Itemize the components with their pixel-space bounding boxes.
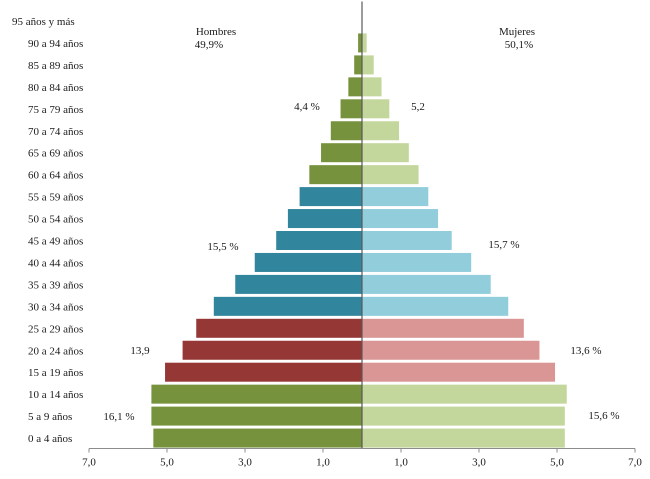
x-tick-label: 7,0 xyxy=(628,457,642,469)
y-tick-label: 55 a 59 años xyxy=(28,192,83,204)
group-label-mujeres: 13,6 % xyxy=(570,345,601,357)
bar-mujeres xyxy=(362,362,556,382)
y-tick-labels: 95 años y más 90 a 94 años 85 a 89 años 80 … xyxy=(12,16,83,445)
series-share-hombres: 49,9% xyxy=(195,39,223,51)
y-tick-label: 10 a 14 años xyxy=(28,389,83,401)
bar-hombres xyxy=(213,296,362,316)
bar-mujeres xyxy=(362,165,419,185)
bar-mujeres xyxy=(362,231,452,250)
bars-layer xyxy=(151,33,567,448)
y-tick-label: 95 años y más xyxy=(12,16,75,28)
group-label-mujeres: 15,7 % xyxy=(488,239,519,251)
bar-hombres xyxy=(254,252,362,272)
bar-hombres xyxy=(235,274,362,294)
x-tick-label: 1,0 xyxy=(316,457,330,469)
bar-hombres xyxy=(354,55,362,75)
bar-mujeres xyxy=(362,384,567,404)
y-tick-label: 0 a 4 años xyxy=(28,433,72,445)
y-tick-label: 70 a 74 años xyxy=(28,126,83,138)
bar-hombres xyxy=(299,187,362,207)
bar-hombres xyxy=(165,362,362,382)
y-tick-label: 20 a 24 años xyxy=(28,345,83,357)
bar-hombres xyxy=(182,340,362,360)
group-label-hombres: 4,4 % xyxy=(294,101,320,113)
bar-hombres xyxy=(151,384,362,404)
bar-hombres xyxy=(340,99,362,119)
bar-mujeres xyxy=(362,428,565,448)
bar-hombres xyxy=(358,33,362,53)
bar-mujeres xyxy=(362,274,491,294)
x-tick-label: 1,0 xyxy=(394,457,408,469)
group-label-mujeres: 15,6 % xyxy=(588,410,619,422)
y-tick-label: 65 a 69 años xyxy=(28,148,83,160)
bar-hombres xyxy=(348,77,362,97)
bar-mujeres xyxy=(362,209,439,229)
x-tick-label: 5,0 xyxy=(160,457,174,469)
bar-mujeres xyxy=(362,406,565,426)
x-tick-label: 7,0 xyxy=(82,457,96,469)
x-tick-labels: 7,0 5,0 3,0 1,0 1,0 3,0 5,0 7,0 xyxy=(82,457,642,469)
bar-hombres xyxy=(151,406,362,426)
group-label-mujeres: 5,2 xyxy=(411,101,425,113)
bar-mujeres xyxy=(362,77,382,97)
y-tick-label: 75 a 79 años xyxy=(28,104,83,116)
y-tick-label: 5 a 9 años xyxy=(28,411,72,423)
bar-mujeres xyxy=(362,252,472,272)
bar-hombres xyxy=(321,143,362,163)
axis-layer xyxy=(88,1,636,453)
bar-mujeres xyxy=(362,187,429,207)
bar-mujeres xyxy=(362,121,400,141)
bar-mujeres xyxy=(362,99,390,119)
y-tick-label: 35 a 39 años xyxy=(28,279,83,291)
y-tick-label: 80 a 84 años xyxy=(28,82,83,94)
y-tick-label: 45 a 49 años xyxy=(28,236,83,248)
y-tick-label: 25 a 29 años xyxy=(28,323,83,335)
bar-hombres xyxy=(330,121,362,141)
x-tick-label: 3,0 xyxy=(238,457,252,469)
bar-mujeres xyxy=(362,318,524,338)
y-tick-label: 90 a 94 años xyxy=(28,38,83,50)
series-title-hombres: Hombres xyxy=(196,26,236,38)
series-share-mujeres: 50,1% xyxy=(505,39,533,51)
y-tick-label: 50 a 54 años xyxy=(28,214,83,226)
series-title-mujeres: Mujeres xyxy=(499,26,535,38)
bar-mujeres xyxy=(362,55,374,75)
group-label-hombres: 13,9 xyxy=(130,345,150,357)
y-tick-label: 60 a 64 años xyxy=(28,170,83,182)
y-tick-label: 15 a 19 años xyxy=(28,367,83,379)
bar-hombres xyxy=(287,209,362,229)
bar-hombres xyxy=(276,231,362,250)
group-label-hombres: 16,1 % xyxy=(103,411,134,423)
bar-hombres xyxy=(309,165,362,185)
bar-mujeres xyxy=(362,33,367,53)
bar-hombres xyxy=(196,318,362,338)
bar-mujeres xyxy=(362,340,540,360)
y-tick-label: 40 a 44 años xyxy=(28,257,83,269)
y-tick-label: 85 a 89 años xyxy=(28,60,83,72)
group-label-hombres: 15,5 % xyxy=(207,241,238,253)
y-tick-label: 30 a 34 años xyxy=(28,301,83,313)
bar-mujeres xyxy=(362,296,509,316)
x-tick-label: 3,0 xyxy=(472,457,486,469)
x-tick-label: 5,0 xyxy=(550,457,564,469)
annotations-layer: Hombres 49,9% Mujeres 50,1% 4,4 % 5,2 15,5… xyxy=(103,26,619,423)
bar-mujeres xyxy=(362,143,409,163)
bar-hombres xyxy=(153,428,362,448)
